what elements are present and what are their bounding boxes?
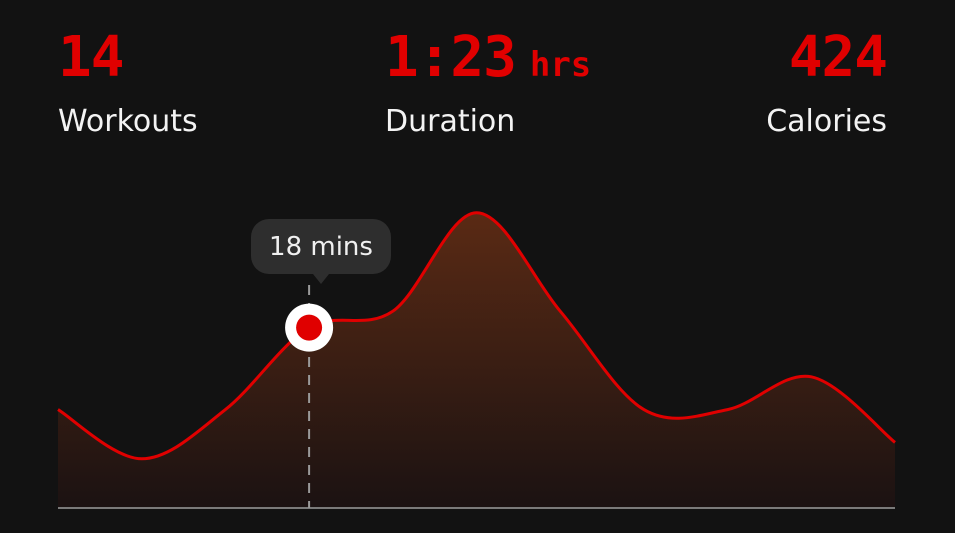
- calories-value: 424: [788, 25, 888, 90]
- duration-stat: 1:23 hrs Duration: [385, 30, 591, 140]
- duration-value: 1:23: [385, 25, 517, 90]
- duration-unit: hrs: [529, 45, 592, 85]
- calories-label: Calories: [766, 104, 887, 139]
- selected-point-tooltip: 18 mins: [251, 219, 391, 284]
- calories-value-row: 424: [766, 25, 888, 90]
- selected-point-dot: [296, 314, 323, 341]
- chart-area-fill: [58, 212, 895, 509]
- workouts-stat: 14 Workouts: [58, 30, 198, 140]
- calories-stat: 424 Calories: [766, 25, 888, 140]
- workouts-value-row: 14: [58, 30, 198, 86]
- workouts-label: Workouts: [58, 104, 198, 139]
- chart-line: [57, 211, 896, 461]
- tooltip-text: 18 mins: [269, 231, 373, 262]
- duration-label: Duration: [385, 104, 516, 139]
- workouts-value: 14: [58, 25, 124, 90]
- duration-value-row: 1:23 hrs: [385, 30, 591, 86]
